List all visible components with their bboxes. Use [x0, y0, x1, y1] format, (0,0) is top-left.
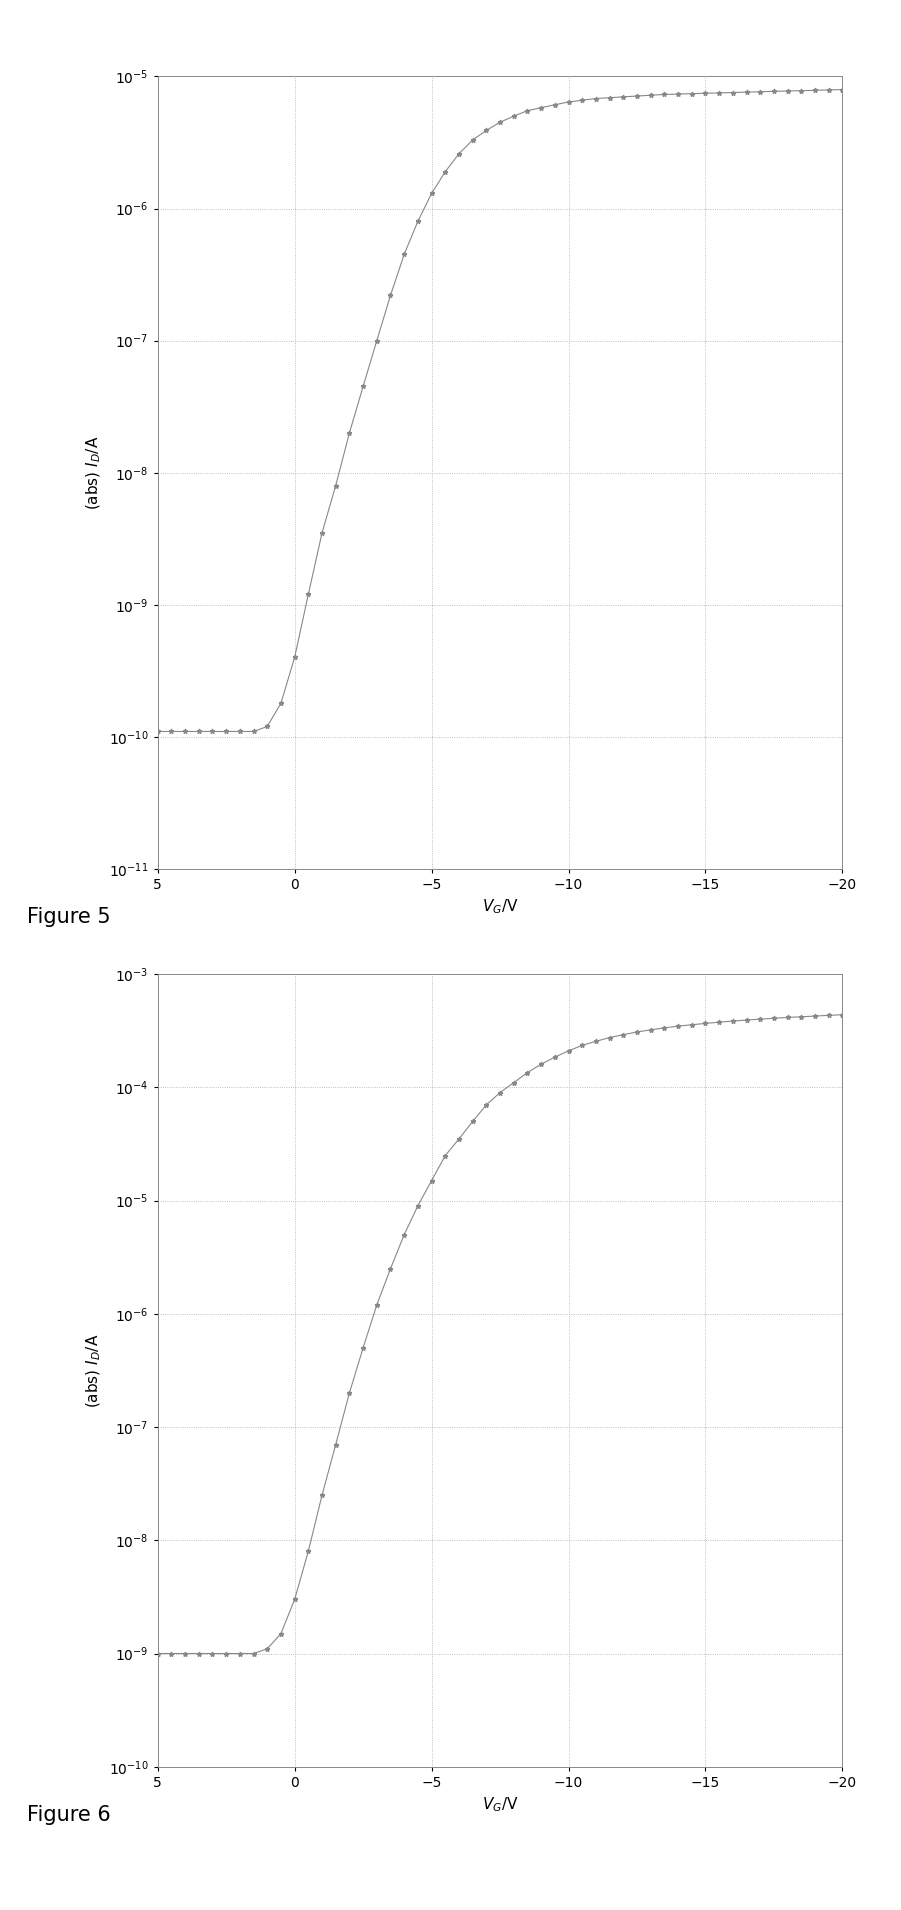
X-axis label: $V_G$/V: $V_G$/V — [482, 1795, 518, 1814]
Text: Figure 5: Figure 5 — [27, 907, 111, 926]
Y-axis label: (abs) $I_D$/A: (abs) $I_D$/A — [85, 435, 104, 510]
Y-axis label: (abs) $I_D$/A: (abs) $I_D$/A — [85, 1333, 104, 1408]
Text: Figure 6: Figure 6 — [27, 1805, 111, 1824]
X-axis label: $V_G$/V: $V_G$/V — [482, 898, 518, 917]
